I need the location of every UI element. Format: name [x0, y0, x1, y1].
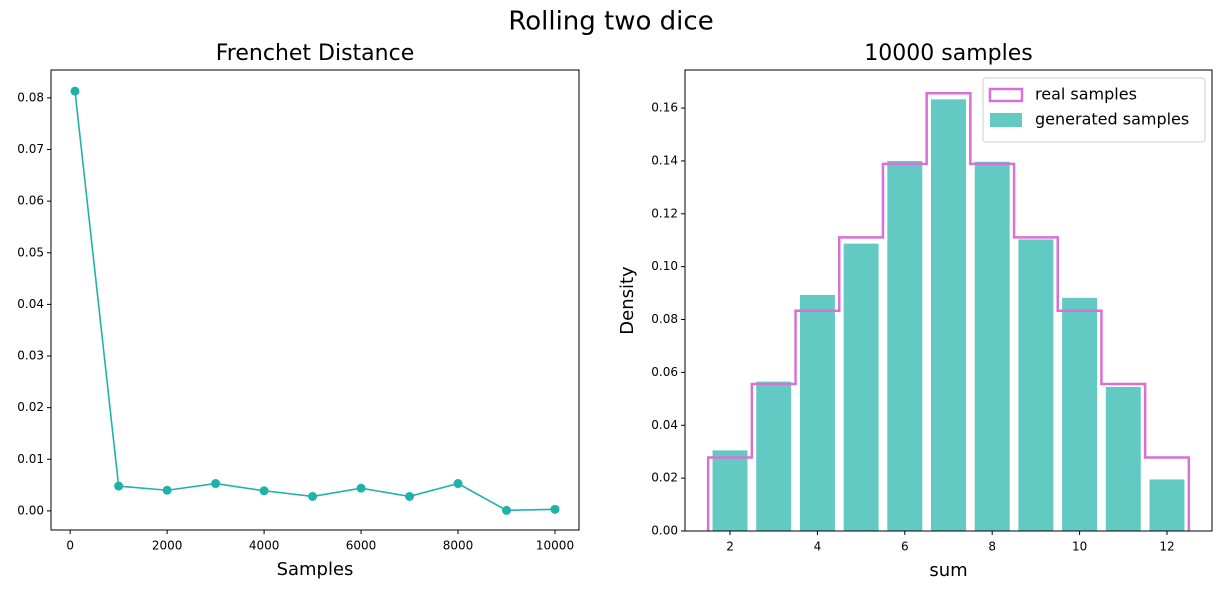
y-tick-label: 0.00	[651, 524, 678, 538]
point	[162, 485, 172, 495]
x-tick-label: 6000	[346, 539, 377, 553]
bar	[1062, 297, 1098, 531]
point	[211, 479, 221, 489]
legend-label: generated samples	[1035, 110, 1189, 129]
point	[356, 483, 366, 493]
axes-frame	[684, 69, 1213, 532]
x-tick-label: 6	[901, 540, 909, 554]
legend-box	[982, 77, 1206, 143]
subplot-title: Frenchet Distance	[216, 41, 414, 66]
y-tick-label: 0.07	[17, 142, 44, 156]
x-tick-label: 4	[814, 540, 822, 554]
x-tick-label: 10000	[536, 539, 574, 553]
y-tick-label: 0.01	[17, 452, 44, 466]
axes-frame	[50, 69, 580, 531]
y-tick-label: 0.02	[651, 471, 678, 485]
y-tick-label: 0.08	[651, 312, 678, 326]
x-tick-label: 10	[1072, 540, 1087, 554]
bar	[843, 243, 879, 531]
x-tick-label: 8000	[443, 539, 474, 553]
x-axis-label: sum	[929, 560, 967, 581]
figure-title: Rolling two dice	[508, 7, 713, 37]
x-tick-label: 12	[1159, 540, 1174, 554]
y-axis-label: Density	[617, 266, 638, 335]
y-tick-label: 0.10	[651, 259, 678, 273]
x-tick-label: 4000	[249, 539, 280, 553]
y-tick-label: 0.16	[651, 101, 678, 115]
point	[114, 481, 124, 491]
bar	[1018, 239, 1054, 531]
point	[502, 505, 512, 515]
y-tick-label: 0.14	[651, 153, 678, 167]
point	[550, 504, 560, 514]
legend-label: real samples	[1035, 85, 1137, 104]
y-tick-label: 0.00	[17, 503, 44, 517]
bar	[799, 294, 835, 531]
y-tick-label: 0.03	[17, 349, 44, 363]
y-tick-label: 0.05	[17, 245, 44, 259]
x-tick-label: 0	[66, 539, 74, 553]
legend-swatch	[988, 87, 1024, 103]
y-tick-label: 0.08	[17, 90, 44, 104]
subplot-title: 10000 samples	[864, 41, 1032, 66]
point	[259, 486, 269, 496]
bar	[931, 99, 966, 531]
y-tick-label: 0.06	[651, 365, 678, 379]
x-axis-label: Samples	[277, 559, 354, 580]
bar	[887, 160, 923, 531]
y-tick-label: 0.04	[651, 418, 678, 432]
point	[308, 491, 318, 501]
x-tick-label: 2000	[152, 539, 183, 553]
point	[70, 86, 80, 96]
y-tick-label: 0.06	[17, 194, 44, 208]
x-tick-label: 8	[988, 540, 996, 554]
bar	[1149, 479, 1185, 531]
y-tick-label: 0.02	[17, 400, 44, 414]
legend-swatch	[990, 113, 1022, 127]
y-tick-label: 0.04	[17, 297, 44, 311]
bar	[974, 161, 1010, 532]
point	[405, 491, 415, 501]
bar	[756, 381, 792, 531]
y-tick-label: 0.12	[651, 206, 678, 220]
subplot: Frenchet Distance Samples 0 2000 4000 6000 800…	[17, 41, 580, 580]
point	[453, 479, 463, 489]
bar	[1105, 386, 1141, 531]
subplot: 10000 samples sum Density 2 4 6 8 10 12 0.00 0.02 0…	[617, 41, 1213, 581]
x-tick-label: 2	[726, 540, 734, 554]
bar	[712, 450, 748, 531]
